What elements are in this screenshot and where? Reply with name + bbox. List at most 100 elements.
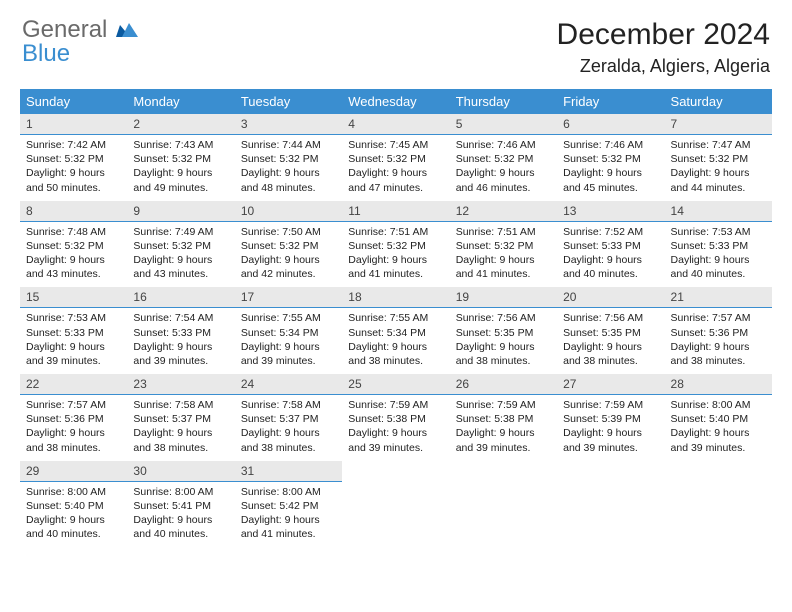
day-info: Sunrise: 7:53 AMSunset: 5:33 PMDaylight:… [20,308,127,374]
weekday-header: Friday [557,89,664,114]
weekday-header: Monday [127,89,234,114]
day-info: Sunrise: 7:57 AMSunset: 5:36 PMDaylight:… [665,308,772,374]
location-subtitle: Zeralda, Algiers, Algeria [557,56,770,77]
day-number: 16 [127,287,234,308]
day-info: Sunrise: 7:59 AMSunset: 5:39 PMDaylight:… [557,395,664,461]
calendar-cell: 30Sunrise: 8:00 AMSunset: 5:41 PMDayligh… [127,461,234,548]
day-number: 18 [342,287,449,308]
calendar-cell: 19Sunrise: 7:56 AMSunset: 5:35 PMDayligh… [450,287,557,374]
day-info: Sunrise: 7:48 AMSunset: 5:32 PMDaylight:… [20,222,127,288]
day-info: Sunrise: 8:00 AMSunset: 5:40 PMDaylight:… [665,395,772,461]
calendar-week-row: 15Sunrise: 7:53 AMSunset: 5:33 PMDayligh… [20,287,772,374]
day-number: 13 [557,201,664,222]
calendar-cell: 10Sunrise: 7:50 AMSunset: 5:32 PMDayligh… [235,201,342,288]
day-info: Sunrise: 7:42 AMSunset: 5:32 PMDaylight:… [20,135,127,201]
day-number: 17 [235,287,342,308]
calendar-cell: 25Sunrise: 7:59 AMSunset: 5:38 PMDayligh… [342,374,449,461]
calendar-week-row: 29Sunrise: 8:00 AMSunset: 5:40 PMDayligh… [20,461,772,548]
day-info: Sunrise: 7:58 AMSunset: 5:37 PMDaylight:… [235,395,342,461]
calendar-table: SundayMondayTuesdayWednesdayThursdayFrid… [20,89,772,547]
day-info: Sunrise: 8:00 AMSunset: 5:40 PMDaylight:… [20,482,127,548]
day-number: 20 [557,287,664,308]
day-info: Sunrise: 7:50 AMSunset: 5:32 PMDaylight:… [235,222,342,288]
calendar-cell: 15Sunrise: 7:53 AMSunset: 5:33 PMDayligh… [20,287,127,374]
calendar-body: 1Sunrise: 7:42 AMSunset: 5:32 PMDaylight… [20,114,772,547]
calendar-cell: 22Sunrise: 7:57 AMSunset: 5:36 PMDayligh… [20,374,127,461]
day-number: 31 [235,461,342,482]
weekday-header: Wednesday [342,89,449,114]
day-info: Sunrise: 7:54 AMSunset: 5:33 PMDaylight:… [127,308,234,374]
day-number: 19 [450,287,557,308]
calendar-cell: 4Sunrise: 7:45 AMSunset: 5:32 PMDaylight… [342,114,449,201]
day-info: Sunrise: 7:45 AMSunset: 5:32 PMDaylight:… [342,135,449,201]
day-number: 6 [557,114,664,135]
day-info: Sunrise: 7:44 AMSunset: 5:32 PMDaylight:… [235,135,342,201]
day-number: 14 [665,201,772,222]
day-info: Sunrise: 7:56 AMSunset: 5:35 PMDaylight:… [557,308,664,374]
logo-mark-icon [116,18,138,42]
calendar-cell: 24Sunrise: 7:58 AMSunset: 5:37 PMDayligh… [235,374,342,461]
day-info: Sunrise: 8:00 AMSunset: 5:42 PMDaylight:… [235,482,342,548]
day-number: 11 [342,201,449,222]
calendar-week-row: 1Sunrise: 7:42 AMSunset: 5:32 PMDaylight… [20,114,772,201]
calendar-week-row: 8Sunrise: 7:48 AMSunset: 5:32 PMDaylight… [20,201,772,288]
day-info: Sunrise: 7:47 AMSunset: 5:32 PMDaylight:… [665,135,772,201]
calendar-cell: 23Sunrise: 7:58 AMSunset: 5:37 PMDayligh… [127,374,234,461]
day-info: Sunrise: 7:46 AMSunset: 5:32 PMDaylight:… [557,135,664,201]
day-number: 22 [20,374,127,395]
title-block: December 2024 Zeralda, Algiers, Algeria [557,18,770,77]
day-number: 15 [20,287,127,308]
day-number: 8 [20,201,127,222]
calendar-cell: 2Sunrise: 7:43 AMSunset: 5:32 PMDaylight… [127,114,234,201]
calendar-cell: 3Sunrise: 7:44 AMSunset: 5:32 PMDaylight… [235,114,342,201]
day-number: 25 [342,374,449,395]
day-info: Sunrise: 7:52 AMSunset: 5:33 PMDaylight:… [557,222,664,288]
calendar-cell: 17Sunrise: 7:55 AMSunset: 5:34 PMDayligh… [235,287,342,374]
logo: General Blue [22,18,138,66]
day-info: Sunrise: 7:55 AMSunset: 5:34 PMDaylight:… [342,308,449,374]
day-info: Sunrise: 7:51 AMSunset: 5:32 PMDaylight:… [342,222,449,288]
day-info: Sunrise: 7:59 AMSunset: 5:38 PMDaylight:… [450,395,557,461]
day-number: 5 [450,114,557,135]
calendar-cell: 6Sunrise: 7:46 AMSunset: 5:32 PMDaylight… [557,114,664,201]
page-title: December 2024 [557,18,770,52]
calendar-week-row: 22Sunrise: 7:57 AMSunset: 5:36 PMDayligh… [20,374,772,461]
day-number: 2 [127,114,234,135]
calendar-cell: 5Sunrise: 7:46 AMSunset: 5:32 PMDaylight… [450,114,557,201]
logo-text-top: General [22,16,107,43]
day-number: 21 [665,287,772,308]
calendar-cell: 26Sunrise: 7:59 AMSunset: 5:38 PMDayligh… [450,374,557,461]
calendar-cell: 21Sunrise: 7:57 AMSunset: 5:36 PMDayligh… [665,287,772,374]
calendar-cell [557,461,664,548]
day-number: 9 [127,201,234,222]
calendar-cell: 13Sunrise: 7:52 AMSunset: 5:33 PMDayligh… [557,201,664,288]
day-info: Sunrise: 7:57 AMSunset: 5:36 PMDaylight:… [20,395,127,461]
calendar-cell: 8Sunrise: 7:48 AMSunset: 5:32 PMDaylight… [20,201,127,288]
day-info: Sunrise: 7:56 AMSunset: 5:35 PMDaylight:… [450,308,557,374]
calendar-cell: 14Sunrise: 7:53 AMSunset: 5:33 PMDayligh… [665,201,772,288]
day-number: 7 [665,114,772,135]
day-info: Sunrise: 7:55 AMSunset: 5:34 PMDaylight:… [235,308,342,374]
day-number: 30 [127,461,234,482]
calendar-cell: 11Sunrise: 7:51 AMSunset: 5:32 PMDayligh… [342,201,449,288]
header: General Blue December 2024 Zeralda, Algi… [0,0,792,85]
day-number: 27 [557,374,664,395]
day-number: 4 [342,114,449,135]
day-number: 12 [450,201,557,222]
day-number: 26 [450,374,557,395]
calendar-cell: 20Sunrise: 7:56 AMSunset: 5:35 PMDayligh… [557,287,664,374]
day-number: 28 [665,374,772,395]
calendar-cell: 29Sunrise: 8:00 AMSunset: 5:40 PMDayligh… [20,461,127,548]
day-info: Sunrise: 7:43 AMSunset: 5:32 PMDaylight:… [127,135,234,201]
day-number: 29 [20,461,127,482]
day-info: Sunrise: 7:53 AMSunset: 5:33 PMDaylight:… [665,222,772,288]
calendar-cell [665,461,772,548]
day-info: Sunrise: 7:46 AMSunset: 5:32 PMDaylight:… [450,135,557,201]
calendar-cell: 12Sunrise: 7:51 AMSunset: 5:32 PMDayligh… [450,201,557,288]
day-info: Sunrise: 8:00 AMSunset: 5:41 PMDaylight:… [127,482,234,548]
day-number: 24 [235,374,342,395]
logo-text-bottom: Blue [22,40,70,67]
calendar-cell: 9Sunrise: 7:49 AMSunset: 5:32 PMDaylight… [127,201,234,288]
calendar-header-row: SundayMondayTuesdayWednesdayThursdayFrid… [20,89,772,114]
day-number: 1 [20,114,127,135]
